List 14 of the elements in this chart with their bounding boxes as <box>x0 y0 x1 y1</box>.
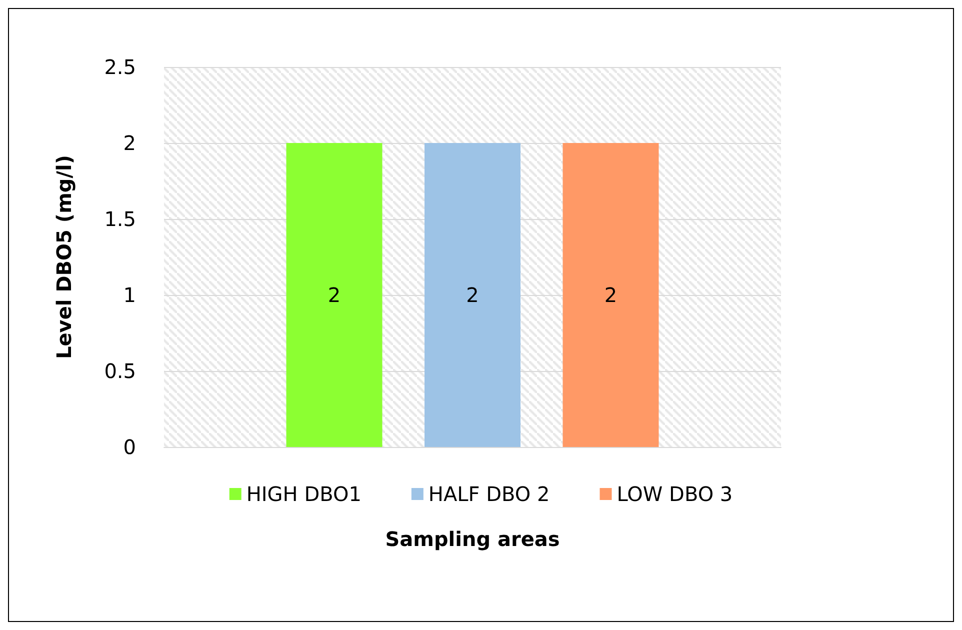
legend-label: HALF DBO 2 <box>428 482 550 506</box>
y-tick-label: 1 <box>123 283 136 307</box>
y-tick-label: 2.5 <box>104 55 136 79</box>
x-axis-title: Sampling areas <box>385 527 560 551</box>
data-label: 2 <box>466 283 479 307</box>
data-label: 2 <box>604 283 618 307</box>
legend-label: LOW DBO 3 <box>616 482 733 506</box>
y-axis-title: Level DBO5 (mg/l) <box>52 154 76 360</box>
y-tick-label: 0 <box>123 435 136 459</box>
data-label: 2 <box>328 283 341 307</box>
y-tick-label: 0.5 <box>104 359 136 383</box>
legend-label: HIGH DBO1 <box>246 482 362 506</box>
y-tick-label: 2 <box>123 131 136 155</box>
y-tick-label: 1.5 <box>104 207 136 231</box>
